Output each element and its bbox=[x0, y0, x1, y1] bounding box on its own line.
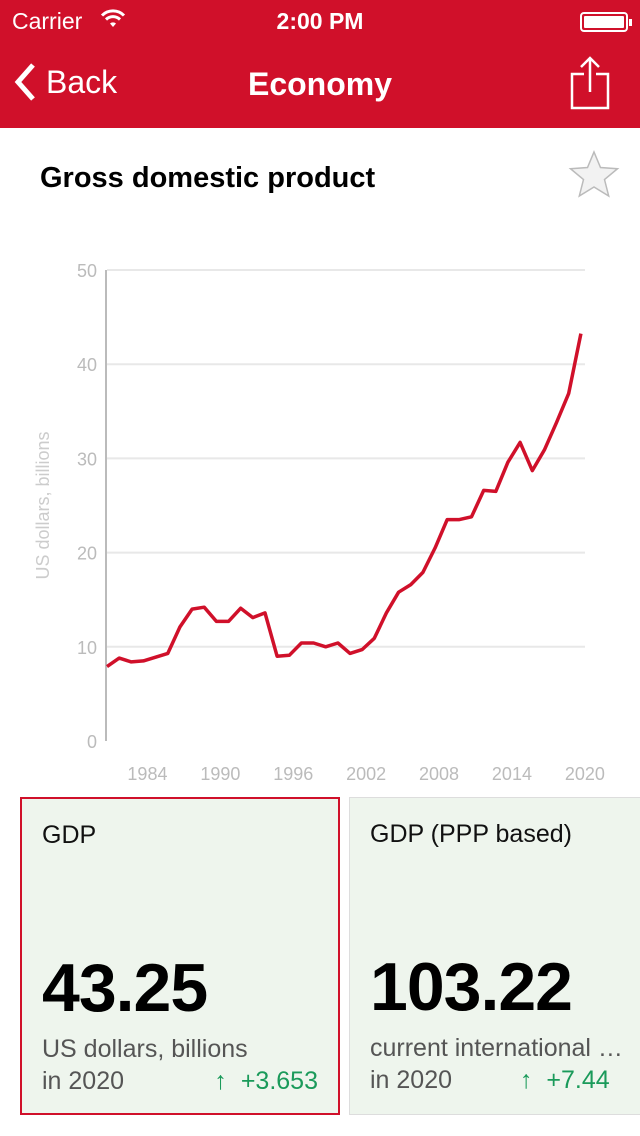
gdp-line-chart: 0 10 20 30 40 50 1984 1990 1996 2002 2008 2014 2020 U… bbox=[33, 261, 605, 784]
x-tick-label: 1984 bbox=[127, 764, 167, 784]
star-icon bbox=[568, 150, 620, 198]
indicator-card-gdp-ppp[interactable]: GDP (PPP based) 103.22 current internati… bbox=[349, 797, 640, 1115]
carrier-label: Carrier bbox=[12, 8, 83, 34]
card-value: 103.22 bbox=[370, 949, 573, 1025]
back-label: Back bbox=[46, 63, 118, 100]
x-tick-label: 2008 bbox=[419, 764, 459, 784]
series-line-gdp bbox=[105, 333, 583, 669]
arrow-up-icon: ↑ bbox=[520, 1066, 533, 1094]
card-value: 43.25 bbox=[42, 950, 208, 1026]
x-tick-label: 2002 bbox=[346, 764, 386, 784]
x-tick-label: 2014 bbox=[492, 764, 532, 784]
clock: 2:00 PM bbox=[276, 8, 364, 34]
y-axis-label: US dollars, billions bbox=[33, 431, 53, 579]
header-bar: Carrier 2:00 PM Back Economy bbox=[0, 0, 640, 128]
battery-icon bbox=[580, 12, 632, 32]
y-tick-label: 0 bbox=[87, 732, 97, 752]
x-tick-label: 2020 bbox=[565, 764, 605, 784]
x-tick-label: 1990 bbox=[200, 764, 240, 784]
wifi-icon bbox=[100, 8, 126, 35]
y-tick-label: 30 bbox=[77, 449, 97, 469]
card-year: in 2020 bbox=[370, 1066, 453, 1094]
card-label: GDP bbox=[42, 821, 97, 849]
favorite-button[interactable] bbox=[568, 150, 620, 205]
card-label: GDP (PPP based) bbox=[370, 820, 572, 848]
x-tick-label: 1996 bbox=[273, 764, 313, 784]
change-value: +7.44 bbox=[546, 1066, 610, 1094]
y-tick-label: 10 bbox=[77, 638, 97, 658]
chevron-left-icon bbox=[14, 63, 35, 101]
share-button[interactable] bbox=[570, 56, 610, 115]
card-change: ↑ +7.44 bbox=[520, 1066, 610, 1095]
change-value: +3.653 bbox=[240, 1067, 318, 1095]
card-year: in 2020 bbox=[42, 1067, 125, 1095]
page-title: Gross domestic product bbox=[40, 162, 376, 194]
card-unit: current international dollars, billions bbox=[370, 1034, 630, 1062]
y-tick-label: 50 bbox=[77, 261, 97, 281]
share-icon bbox=[570, 56, 610, 110]
back-button[interactable]: Back bbox=[14, 62, 117, 102]
indicator-card-gdp[interactable]: GDP 43.25 US dollars, billions in 2020 ↑… bbox=[20, 797, 340, 1115]
y-tick-label: 40 bbox=[77, 355, 97, 375]
card-change: ↑ +3.653 bbox=[214, 1067, 318, 1096]
arrow-up-icon: ↑ bbox=[214, 1067, 227, 1095]
card-unit: US dollars, billions bbox=[42, 1035, 248, 1063]
status-bar: Carrier 2:00 PM bbox=[0, 6, 640, 36]
y-tick-label: 20 bbox=[77, 544, 97, 564]
